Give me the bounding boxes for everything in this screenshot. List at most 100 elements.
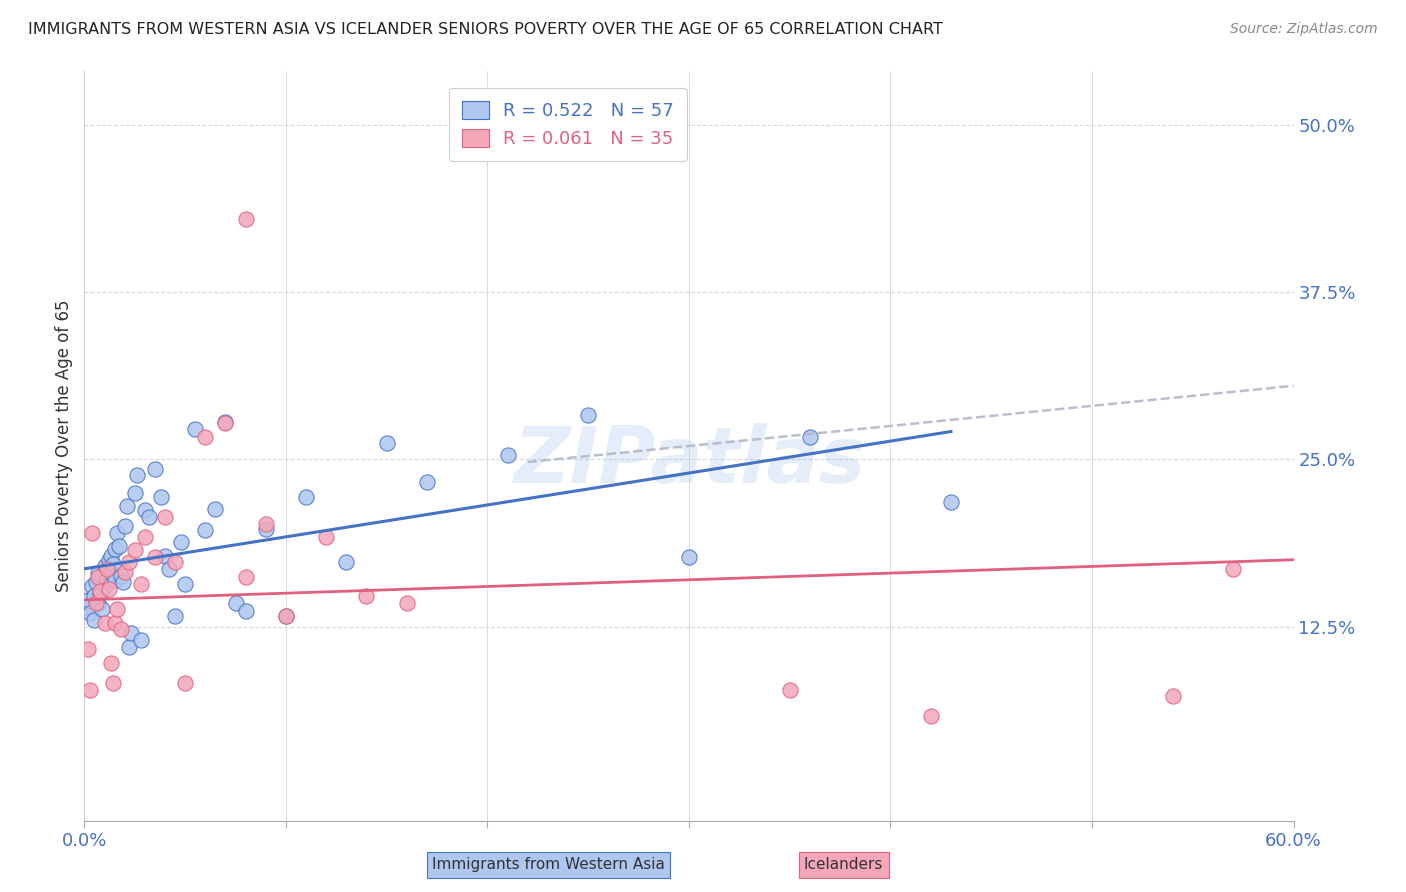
Point: [335, 555, 357, 570]
Point: [799, 430, 821, 444]
Point: [134, 503, 156, 517]
Point: [143, 549, 166, 565]
Point: [114, 519, 136, 533]
Point: [194, 430, 217, 444]
Point: [104, 542, 127, 557]
Point: [82, 580, 104, 594]
Point: [149, 490, 172, 504]
Point: [153, 549, 176, 563]
Point: [114, 565, 136, 579]
Point: [235, 604, 257, 618]
Point: [93, 615, 115, 630]
Point: [87, 566, 110, 581]
Point: [225, 596, 247, 610]
Point: [184, 422, 207, 436]
Point: [779, 682, 801, 697]
Point: [157, 562, 180, 576]
Point: [129, 577, 152, 591]
Point: [1161, 690, 1184, 704]
Point: [75, 599, 97, 614]
Point: [87, 570, 110, 584]
Point: [143, 462, 166, 476]
Point: [77, 593, 100, 607]
Point: [315, 530, 337, 544]
Point: [678, 549, 700, 565]
Point: [100, 566, 122, 581]
Point: [496, 449, 519, 463]
Point: [194, 524, 217, 538]
Point: [576, 409, 599, 423]
Point: [1222, 562, 1244, 576]
Point: [86, 596, 108, 610]
Point: [89, 583, 111, 598]
Point: [920, 709, 942, 723]
Point: [100, 656, 122, 670]
Point: [86, 575, 108, 590]
Point: [97, 553, 120, 567]
Point: [110, 623, 132, 637]
Point: [83, 589, 105, 603]
Text: Source: ZipAtlas.com: Source: ZipAtlas.com: [1230, 22, 1378, 37]
Point: [375, 436, 398, 450]
Point: [356, 589, 378, 603]
Point: [274, 609, 297, 624]
Point: [111, 575, 134, 590]
Legend: R = 0.522   N = 57, R = 0.061   N = 35: R = 0.522 N = 57, R = 0.061 N = 35: [450, 88, 686, 161]
Point: [235, 570, 257, 584]
Point: [82, 526, 104, 541]
Point: [120, 626, 142, 640]
Point: [93, 580, 115, 594]
Point: [129, 633, 152, 648]
Point: [77, 642, 100, 657]
Point: [214, 416, 236, 431]
Point: [174, 676, 197, 690]
Point: [100, 549, 122, 563]
Point: [110, 569, 132, 583]
Point: [124, 485, 146, 500]
Point: [235, 211, 257, 226]
Text: IMMIGRANTS FROM WESTERN ASIA VS ICELANDER SENIORS POVERTY OVER THE AGE OF 65 COR: IMMIGRANTS FROM WESTERN ASIA VS ICELANDE…: [28, 22, 943, 37]
Point: [96, 562, 118, 576]
Point: [101, 676, 124, 690]
Point: [254, 516, 277, 531]
Point: [170, 535, 193, 549]
Point: [87, 596, 110, 610]
Text: Icelanders: Icelanders: [804, 857, 883, 872]
Point: [104, 615, 127, 630]
Point: [97, 582, 120, 597]
Point: [395, 596, 418, 610]
Point: [93, 559, 115, 574]
Point: [91, 602, 114, 616]
Point: [83, 613, 105, 627]
Point: [89, 586, 111, 600]
Point: [118, 640, 141, 654]
Point: [115, 500, 138, 514]
Point: [274, 609, 297, 624]
Point: [174, 577, 197, 591]
Point: [96, 573, 118, 587]
Point: [138, 510, 160, 524]
Point: [105, 602, 128, 616]
Point: [254, 522, 277, 536]
Point: [165, 609, 187, 624]
Text: ZIPatlas: ZIPatlas: [513, 423, 865, 499]
Point: [125, 468, 148, 483]
Point: [118, 555, 141, 570]
Point: [104, 573, 127, 587]
Point: [939, 495, 962, 509]
Point: [124, 543, 146, 558]
Point: [101, 557, 124, 571]
Point: [153, 510, 176, 524]
Point: [107, 539, 129, 553]
Point: [416, 475, 439, 490]
Point: [295, 490, 318, 504]
Point: [165, 555, 187, 570]
Point: [214, 415, 236, 429]
Point: [79, 682, 101, 697]
Point: [105, 526, 128, 541]
Y-axis label: Seniors Poverty Over the Age of 65: Seniors Poverty Over the Age of 65: [55, 300, 73, 592]
Point: [134, 530, 156, 544]
Point: [79, 607, 101, 621]
Text: Immigrants from Western Asia: Immigrants from Western Asia: [432, 857, 665, 872]
Point: [204, 502, 226, 516]
